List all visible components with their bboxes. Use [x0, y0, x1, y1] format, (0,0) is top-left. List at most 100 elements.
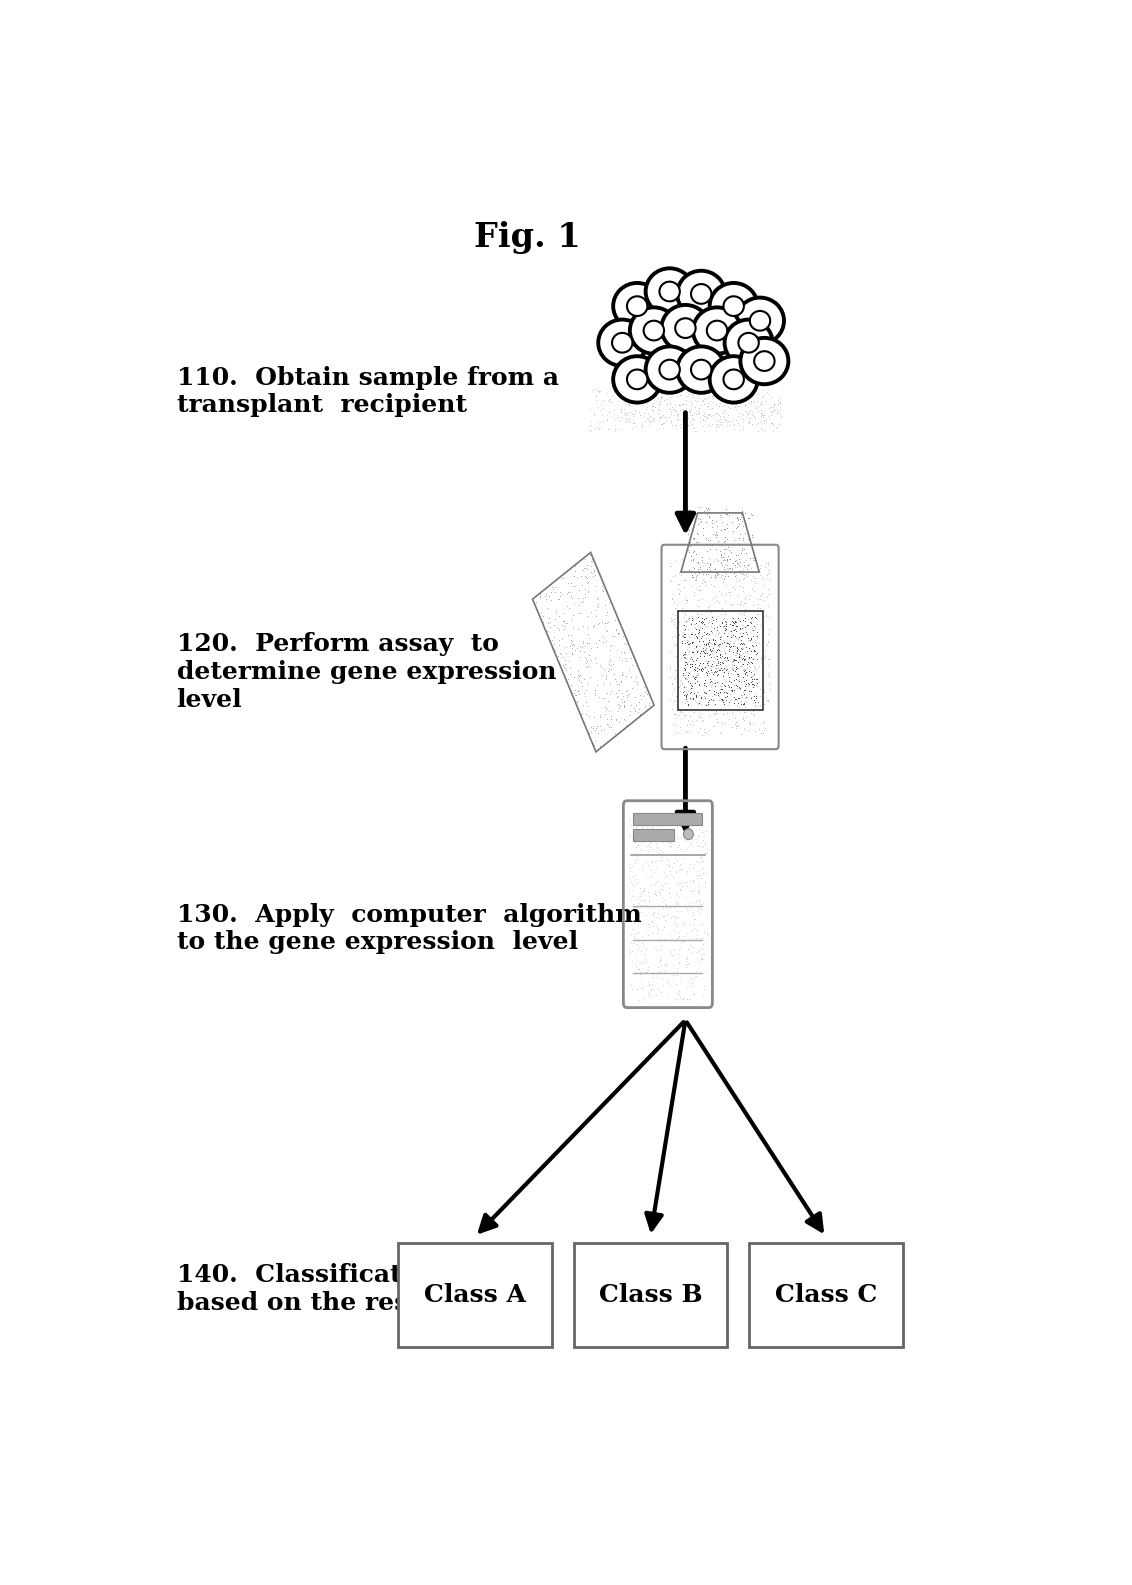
- Point: [674, 631, 692, 656]
- Point: [677, 645, 695, 670]
- Point: [737, 634, 755, 659]
- Point: [697, 818, 715, 843]
- Point: [681, 621, 700, 647]
- Point: [695, 639, 713, 664]
- Point: [643, 848, 661, 873]
- Point: [601, 670, 619, 696]
- Point: [677, 659, 695, 685]
- Point: [679, 663, 697, 688]
- Point: [689, 512, 708, 537]
- Point: [687, 563, 705, 588]
- Point: [694, 403, 712, 428]
- Point: [585, 705, 603, 731]
- Point: [703, 637, 721, 663]
- Point: [578, 693, 597, 718]
- Point: [689, 896, 708, 921]
- Point: [695, 418, 713, 444]
- Point: [723, 621, 741, 647]
- Point: [677, 869, 695, 894]
- Point: [577, 655, 595, 680]
- Point: [685, 399, 703, 425]
- Point: [709, 621, 727, 647]
- Point: [735, 645, 753, 670]
- Point: [722, 618, 740, 644]
- Point: [736, 670, 754, 696]
- Point: [655, 865, 674, 891]
- Text: Class B: Class B: [599, 1282, 702, 1306]
- Point: [576, 632, 594, 658]
- Point: [680, 556, 698, 582]
- Point: [708, 588, 726, 613]
- Point: [612, 377, 631, 403]
- Point: [736, 639, 754, 664]
- Point: [637, 959, 655, 984]
- Point: [711, 658, 729, 683]
- Point: [621, 821, 640, 846]
- Point: [674, 396, 692, 422]
- Point: [746, 639, 764, 664]
- Point: [638, 922, 657, 948]
- Point: [688, 612, 706, 637]
- Point: [700, 607, 718, 632]
- Point: [549, 615, 567, 640]
- Point: [760, 396, 778, 422]
- Point: [575, 555, 593, 580]
- Point: [737, 685, 755, 710]
- Point: [709, 529, 727, 555]
- Point: [644, 913, 662, 938]
- Point: [708, 521, 726, 547]
- Point: [554, 580, 572, 605]
- Point: [648, 937, 666, 962]
- Point: [675, 610, 693, 636]
- Point: [671, 645, 689, 670]
- Point: [727, 710, 745, 735]
- Point: [738, 659, 756, 685]
- Point: [688, 556, 706, 582]
- Point: [762, 395, 780, 420]
- Point: [679, 631, 697, 656]
- Point: [723, 609, 741, 634]
- Point: [720, 545, 738, 571]
- Point: [695, 840, 713, 865]
- Point: [729, 404, 747, 430]
- Point: [677, 954, 695, 980]
- Point: [617, 648, 635, 674]
- Point: [708, 391, 726, 417]
- Point: [727, 610, 745, 636]
- Point: [757, 602, 775, 628]
- Point: [689, 656, 708, 682]
- Point: [757, 688, 775, 713]
- Point: [695, 560, 713, 585]
- Point: [604, 623, 623, 648]
- Point: [730, 553, 748, 579]
- Point: [667, 412, 685, 437]
- Point: [695, 973, 713, 999]
- Point: [590, 628, 608, 653]
- Point: [732, 645, 751, 670]
- Point: [748, 647, 766, 672]
- Point: [751, 596, 769, 621]
- Point: [611, 669, 629, 694]
- Point: [574, 556, 592, 582]
- Point: [678, 636, 696, 661]
- Point: [635, 387, 653, 412]
- Point: [614, 683, 632, 708]
- Point: [636, 902, 654, 927]
- Point: [705, 658, 723, 683]
- Ellipse shape: [723, 296, 744, 315]
- Point: [718, 501, 736, 526]
- Point: [674, 628, 692, 653]
- Point: [681, 851, 700, 877]
- Point: [679, 607, 697, 632]
- Point: [689, 823, 708, 848]
- Point: [692, 685, 710, 710]
- Point: [711, 656, 729, 682]
- Point: [719, 631, 737, 656]
- Point: [753, 377, 771, 403]
- Point: [666, 623, 684, 648]
- Point: [686, 688, 704, 713]
- Point: [710, 637, 728, 663]
- Point: [667, 810, 685, 835]
- Point: [694, 515, 712, 540]
- Point: [614, 680, 632, 705]
